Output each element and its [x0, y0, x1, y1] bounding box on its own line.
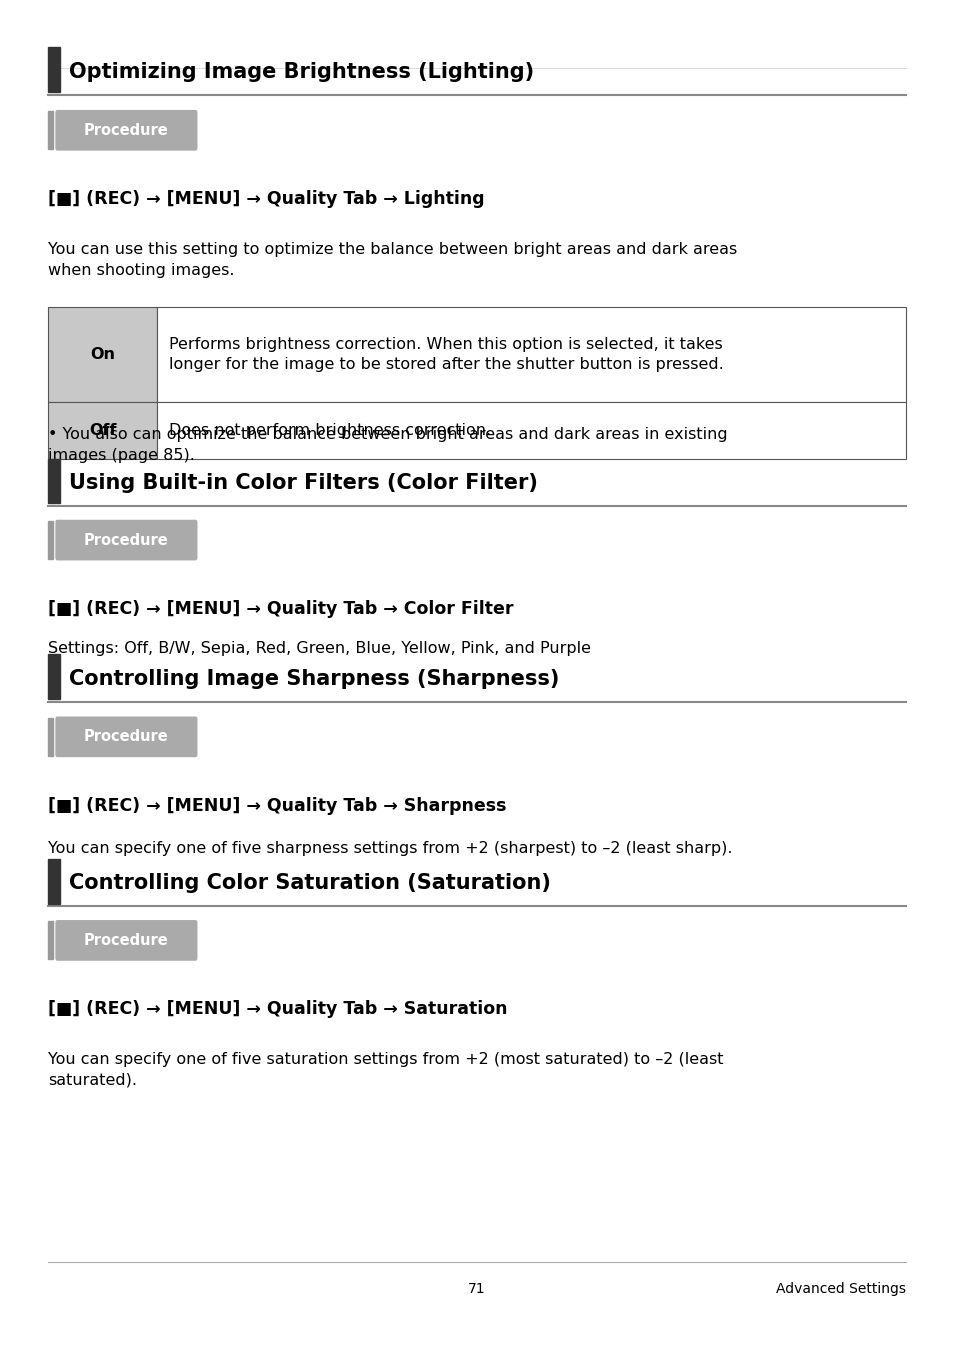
Text: Procedure: Procedure [84, 729, 168, 745]
Bar [157, 307, 905, 402]
Bar [48, 521, 53, 559]
FancyBboxPatch shape [55, 920, 197, 961]
Text: [■] (REC) → [MENU] → Quality Tab → Saturation: [■] (REC) → [MENU] → Quality Tab → Satur… [48, 1000, 507, 1018]
Text: [■] (REC) → [MENU] → Quality Tab → Color Filter: [■] (REC) → [MENU] → Quality Tab → Color… [48, 600, 513, 617]
Text: You can use this setting to optimize the balance between bright areas and dark a: You can use this setting to optimize the… [48, 242, 736, 278]
Text: You can specify one of five sharpness settings from +2 (sharpest) to –2 (least s: You can specify one of five sharpness se… [48, 841, 732, 856]
Text: [■] (REC) → [MENU] → Quality Tab → Lighting: [■] (REC) → [MENU] → Quality Tab → Light… [48, 190, 484, 208]
Text: Procedure: Procedure [84, 932, 168, 949]
Bar [48, 718, 53, 756]
Text: Does not perform brightness correction.: Does not perform brightness correction. [169, 422, 491, 438]
Bar [48, 859, 60, 904]
Bar [48, 111, 53, 149]
Text: Using Built-in Color Filters (Color Filter): Using Built-in Color Filters (Color Filt… [69, 474, 537, 493]
Text: [■] (REC) → [MENU] → Quality Tab → Sharpness: [■] (REC) → [MENU] → Quality Tab → Sharp… [48, 797, 506, 814]
Text: Performs brightness correction. When this option is selected, it takes
longer fo: Performs brightness correction. When thi… [169, 337, 722, 372]
FancyBboxPatch shape [55, 110, 197, 151]
Text: Procedure: Procedure [84, 122, 168, 138]
Text: Controlling Image Sharpness (Sharpness): Controlling Image Sharpness (Sharpness) [69, 669, 558, 688]
Bar [48, 47, 60, 92]
Text: • You also can optimize the balance between bright areas and dark areas in exist: • You also can optimize the balance betw… [48, 427, 726, 464]
Bar [157, 402, 905, 459]
Text: Controlling Color Saturation (Saturation): Controlling Color Saturation (Saturation… [69, 874, 550, 893]
Bar [48, 307, 157, 402]
Text: You can specify one of five saturation settings from +2 (most saturated) to –2 (: You can specify one of five saturation s… [48, 1052, 722, 1088]
Text: 71: 71 [468, 1282, 485, 1296]
Bar [48, 402, 157, 459]
Bar [48, 921, 53, 959]
Bar [48, 459, 60, 503]
Text: Settings: Off, B/W, Sepia, Red, Green, Blue, Yellow, Pink, and Purple: Settings: Off, B/W, Sepia, Red, Green, B… [48, 641, 590, 655]
FancyBboxPatch shape [55, 520, 197, 560]
Text: On: On [90, 346, 115, 362]
FancyBboxPatch shape [55, 716, 197, 757]
Text: Advanced Settings: Advanced Settings [776, 1282, 905, 1296]
Text: Off: Off [89, 422, 116, 438]
Text: Optimizing Image Brightness (Lighting): Optimizing Image Brightness (Lighting) [69, 62, 534, 81]
Bar [48, 654, 60, 699]
Text: Procedure: Procedure [84, 532, 168, 548]
